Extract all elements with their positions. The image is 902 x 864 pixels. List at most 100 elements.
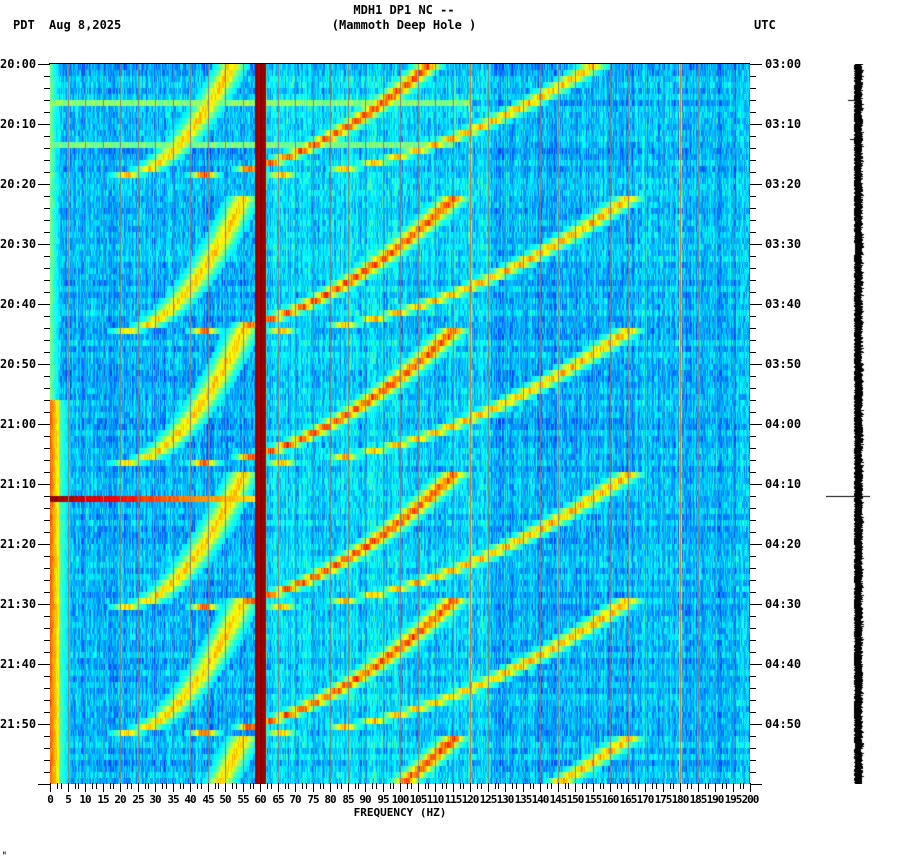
right-time-tick (750, 304, 762, 305)
frequency-tick (103, 783, 104, 792)
frequency-tick (155, 783, 156, 792)
frequency-tick (698, 783, 699, 792)
frequency-tick (285, 783, 286, 789)
frequency-tick (138, 783, 139, 792)
frequency-tick (523, 783, 524, 792)
left-time-tick (44, 616, 50, 617)
left-time-tick (44, 460, 50, 461)
frequency-tick (407, 783, 408, 789)
frequency-label: 40 (184, 793, 196, 806)
frequency-label: 170 (636, 793, 655, 806)
frequency-tick (428, 783, 429, 789)
right-time-tick (750, 388, 756, 389)
frequency-tick (705, 783, 706, 789)
frequency-label: 180 (671, 793, 690, 806)
left-time-tick (44, 580, 50, 581)
frequency-tick (453, 783, 454, 792)
right-time-label: 03:30 (765, 237, 802, 251)
right-timezone-label: UTC (754, 18, 776, 32)
right-time-tick (750, 436, 756, 437)
left-time-tick (44, 328, 50, 329)
frequency-tick (610, 783, 611, 792)
frequency-tick (481, 783, 482, 789)
left-time-tick (44, 412, 50, 413)
frequency-tick (341, 783, 342, 789)
left-time-tick (44, 292, 50, 293)
frequency-tick (656, 783, 657, 789)
right-time-tick (750, 364, 762, 365)
frequency-label: 30 (149, 793, 161, 806)
left-time-tick (44, 652, 50, 653)
frequency-tick (411, 783, 412, 789)
frequency-tick (400, 783, 401, 792)
frequency-tick (547, 783, 548, 789)
right-time-tick (750, 268, 756, 269)
right-time-tick (750, 508, 756, 509)
frequency-tick (197, 783, 198, 789)
frequency-tick (446, 783, 447, 789)
left-time-label: 21:10 (0, 477, 37, 491)
right-time-tick (750, 328, 756, 329)
left-time-label: 20:00 (0, 57, 37, 71)
right-time-tick (750, 760, 756, 761)
frequency-tick (498, 783, 499, 789)
frequency-tick (148, 783, 149, 789)
right-time-label: 04:50 (765, 717, 802, 731)
left-time-tick (44, 700, 50, 701)
left-time-tick (44, 448, 50, 449)
right-time-tick (750, 484, 762, 485)
left-time-tick (44, 268, 50, 269)
right-time-tick (750, 628, 756, 629)
left-time-tick (44, 508, 50, 509)
frequency-tick (477, 783, 478, 789)
frequency-label: 0 (47, 793, 54, 806)
frequency-tick (218, 783, 219, 789)
left-time-tick (44, 628, 50, 629)
left-time-tick (44, 316, 50, 317)
left-time-tick (44, 736, 50, 737)
frequency-label: 130 (496, 793, 515, 806)
frequency-label: 5 (65, 793, 72, 806)
frequency-label: 125 (479, 793, 498, 806)
frequency-tick (267, 783, 268, 789)
frequency-tick (348, 783, 349, 792)
left-time-tick (44, 148, 50, 149)
left-time-tick (44, 400, 50, 401)
frequency-tick (278, 783, 279, 792)
frequency-tick (253, 783, 254, 789)
frequency-label: 25 (132, 793, 144, 806)
frequency-tick (750, 783, 751, 792)
right-time-tick (750, 460, 756, 461)
left-time-tick (44, 256, 50, 257)
frequency-tick (505, 783, 506, 792)
station-title: MDH1 DP1 NC -- (353, 3, 455, 17)
right-time-tick (750, 64, 762, 65)
right-time-tick (750, 400, 756, 401)
frequency-label: 175 (654, 793, 673, 806)
frequency-tick (495, 783, 496, 789)
right-time-tick (750, 196, 756, 197)
frequency-tick (50, 783, 51, 792)
frequency-tick (691, 783, 692, 789)
right-time-tick (750, 712, 756, 713)
right-time-tick (750, 592, 756, 593)
frequency-tick (540, 783, 541, 792)
frequency-tick (715, 783, 716, 792)
frequency-tick (183, 783, 184, 789)
frequency-tick (358, 783, 359, 789)
left-time-tick (44, 520, 50, 521)
frequency-tick (120, 783, 121, 792)
frequency-tick (488, 783, 489, 792)
date-label: Aug 8,2025 (49, 18, 122, 32)
frequency-label: 150 (566, 793, 585, 806)
left-time-tick (44, 88, 50, 89)
right-time-label: 04:10 (765, 477, 802, 491)
frequency-label: 100 (391, 793, 410, 806)
left-time-tick (44, 352, 50, 353)
left-time-label: 20:10 (0, 117, 37, 131)
right-time-tick (750, 532, 756, 533)
right-time-label: 03:10 (765, 117, 802, 131)
frequency-tick (680, 783, 681, 792)
frequency-tick (173, 783, 174, 792)
right-time-tick (750, 496, 756, 497)
